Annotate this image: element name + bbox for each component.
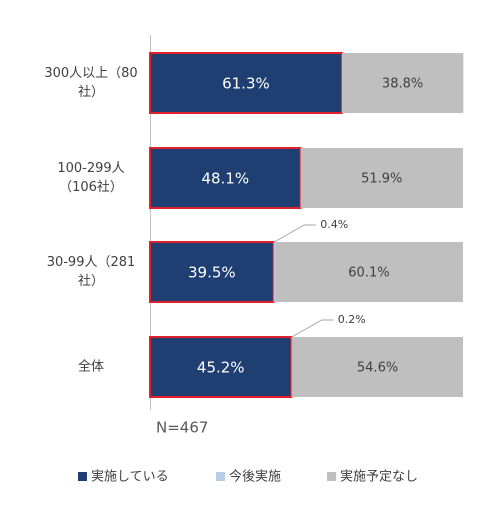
bar-segment [300,148,463,208]
bar-segment [341,53,464,113]
legend-label: 今後実施 [229,469,281,485]
legend-swatch [216,472,225,481]
data-label: 51.9% [361,172,402,187]
bar-segment [274,242,463,302]
data-label: 48.1% [201,170,249,188]
category-label: 30-99人（281社） [46,255,136,289]
data-label: 39.5% [188,264,236,282]
annotation: N=467 [156,419,208,437]
legend-swatch [78,472,87,481]
legend-swatch [327,472,336,481]
data-label: 38.8% [382,77,423,92]
leader-line [291,319,334,338]
category-label: 全体 [77,359,104,375]
data-label: 0.4% [320,218,348,231]
bar-segment [149,241,275,303]
bar-segment [273,242,275,302]
data-label: 45.2% [197,359,245,377]
legend-label: 実施予定なし [340,469,418,485]
data-label: 54.6% [357,361,398,376]
data-label: 60.1% [348,266,389,281]
bar-segment [149,336,293,398]
bar-segment [292,337,463,397]
bar-segment [291,337,293,397]
data-label: 0.2% [338,313,366,326]
leader-line [274,224,317,243]
bar-segment [149,147,302,209]
legend-label: 実施している [91,469,169,485]
category-label: 300人以上（80社） [44,66,138,100]
category-label: 100-299人（106社） [57,161,125,195]
data-label: 61.3% [222,75,270,93]
